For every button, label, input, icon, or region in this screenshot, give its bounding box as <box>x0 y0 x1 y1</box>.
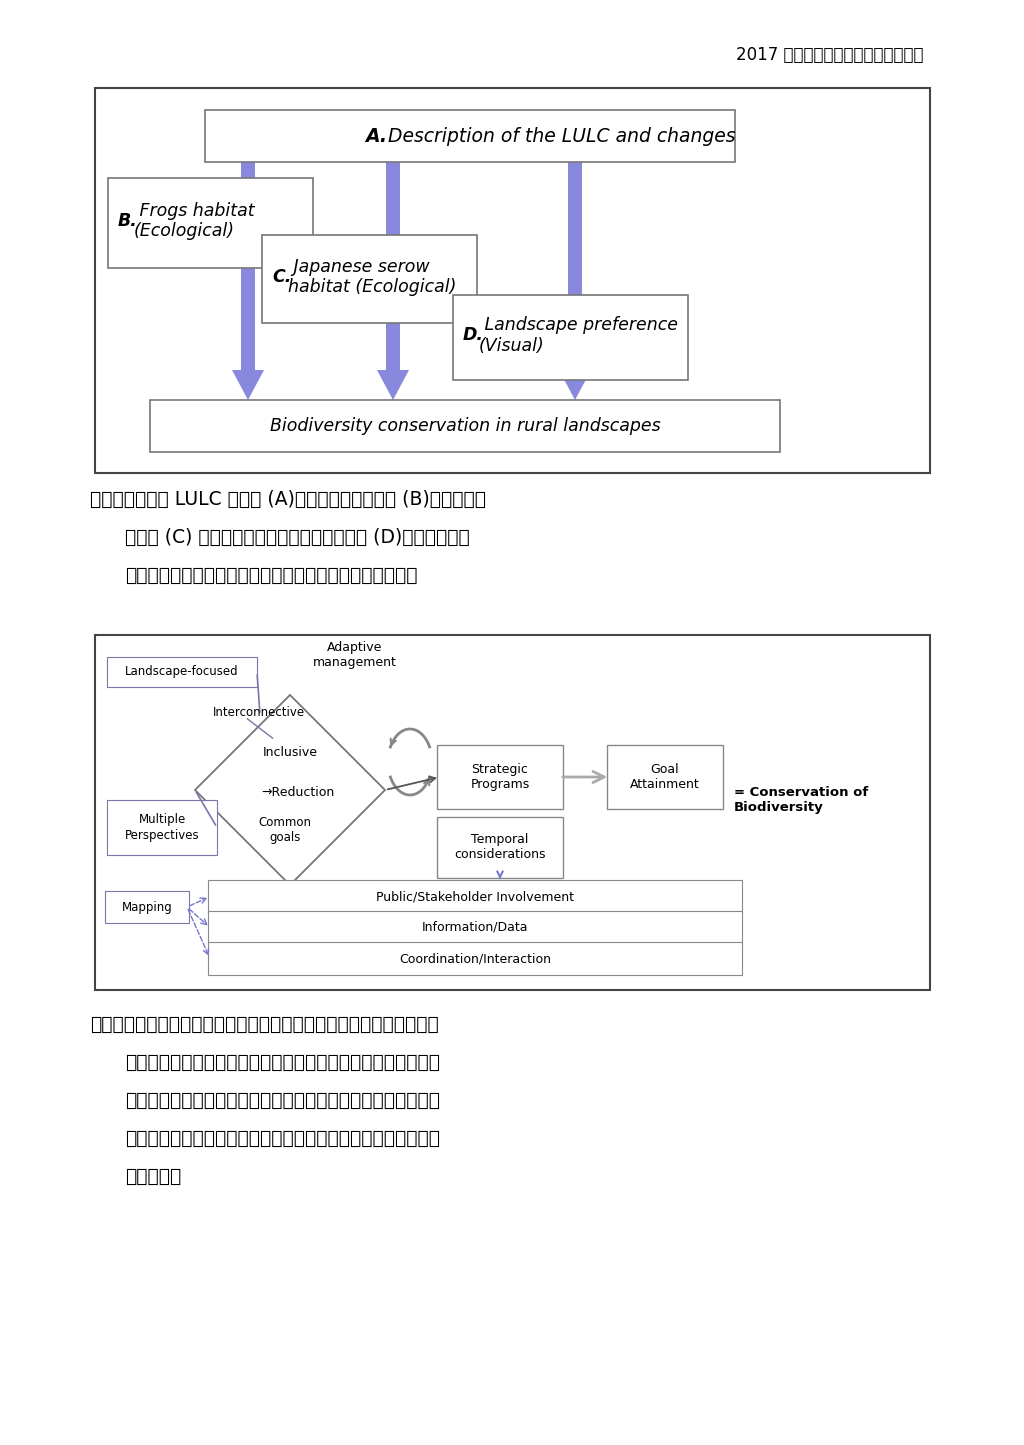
Bar <box>95 634 930 990</box>
Text: Coordination/Interaction: Coordination/Interaction <box>399 952 551 965</box>
Text: Description of the LULC and changes: Description of the LULC and changes <box>382 127 735 146</box>
Bar <box>386 162 400 370</box>
Text: 的棲地 (C) 的影響以及地景對人們視覺的衝擊 (D)，最後成為鄉: 的棲地 (C) 的影響以及地景對人們視覺的衝擊 (D)，最後成為鄉 <box>125 527 470 548</box>
FancyBboxPatch shape <box>607 746 723 809</box>
Text: A.: A. <box>365 127 387 146</box>
Text: 適當的管理而達成鄉村地景的生物多樣性保育（圖片來源：摘錄: 適當的管理而達成鄉村地景的生物多樣性保育（圖片來源：摘錄 <box>125 1129 440 1147</box>
Text: 之間的交互作用來地圖繪製可呈現地景為主軸和時間為考量整合: 之間的交互作用來地圖繪製可呈現地景為主軸和時間為考量整合 <box>125 1053 440 1072</box>
Text: Public/Stakeholder Involvement: Public/Stakeholder Involvement <box>376 890 574 903</box>
FancyBboxPatch shape <box>437 816 563 879</box>
Text: 自簡報），: 自簡報）， <box>125 1168 181 1186</box>
Polygon shape <box>195 695 385 884</box>
FancyBboxPatch shape <box>205 110 735 162</box>
Text: Multiple
Perspectives: Multiple Perspectives <box>125 814 200 841</box>
FancyBboxPatch shape <box>208 910 742 944</box>
Polygon shape <box>232 370 264 400</box>
Text: 圖三、整合性的環境管理圖。收集公開或權益關係人有關的資訊或資料: 圖三、整合性的環境管理圖。收集公開或權益關係人有關的資訊或資料 <box>90 1014 438 1035</box>
Text: 村地景之生物多樣性保育的參考（圖片來源：摘錄自簡報）: 村地景之生物多樣性保育的參考（圖片來源：摘錄自簡報） <box>125 566 418 585</box>
FancyBboxPatch shape <box>208 942 742 975</box>
FancyBboxPatch shape <box>208 880 742 913</box>
Bar <box>95 88 930 473</box>
Text: Temporal
considerations: Temporal considerations <box>455 834 546 861</box>
FancyBboxPatch shape <box>262 236 477 324</box>
Text: Landscape-focused: Landscape-focused <box>125 666 239 679</box>
FancyBboxPatch shape <box>108 178 313 267</box>
Polygon shape <box>559 370 591 400</box>
Text: Interconnective: Interconnective <box>213 707 305 720</box>
Text: = Conservation of
Biodiversity: = Conservation of Biodiversity <box>734 786 868 814</box>
Text: B.: B. <box>118 212 138 230</box>
FancyBboxPatch shape <box>453 295 688 380</box>
FancyBboxPatch shape <box>150 400 780 452</box>
Text: 各個面向與相關的聯結後歸納出問題，並且擬訂策略計劃來實施: 各個面向與相關的聯結後歸納出問題，並且擬訂策略計劃來實施 <box>125 1091 440 1110</box>
Text: →Reduction: →Reduction <box>261 786 335 799</box>
Text: Information/Data: Information/Data <box>422 920 528 933</box>
FancyBboxPatch shape <box>106 657 257 686</box>
Text: Adaptive
management: Adaptive management <box>313 642 397 669</box>
Text: C.: C. <box>272 267 292 286</box>
Text: 圖二、透過描述 LULC 的變化 (A)，對原生蛙類的棲地 (B)、日本髭羚: 圖二、透過描述 LULC 的變化 (A)，對原生蛙類的棲地 (B)、日本髭羚 <box>90 490 486 509</box>
Text: 2017 國際水田地景多樣性經營工作坊: 2017 國際水田地景多樣性經營工作坊 <box>736 46 924 64</box>
Text: Common
goals: Common goals <box>258 816 311 844</box>
FancyBboxPatch shape <box>105 892 189 923</box>
Text: Inclusive: Inclusive <box>262 746 317 759</box>
Text: Landscape preference
(Visual): Landscape preference (Visual) <box>479 316 678 355</box>
Text: D.: D. <box>463 327 484 344</box>
Text: Biodiversity conservation in rural landscapes: Biodiversity conservation in rural lands… <box>269 418 660 435</box>
Text: Goal
Attainment: Goal Attainment <box>630 763 699 790</box>
Polygon shape <box>377 370 409 400</box>
FancyBboxPatch shape <box>437 746 563 809</box>
FancyBboxPatch shape <box>106 801 217 855</box>
Text: Mapping: Mapping <box>122 900 172 913</box>
Bar <box>568 162 582 370</box>
Text: Strategic
Programs: Strategic Programs <box>470 763 529 790</box>
Text: Japanese serow
habitat (Ecological): Japanese serow habitat (Ecological) <box>288 257 457 296</box>
Text: Frogs habitat
(Ecological): Frogs habitat (Ecological) <box>134 202 255 240</box>
Bar <box>241 162 255 370</box>
